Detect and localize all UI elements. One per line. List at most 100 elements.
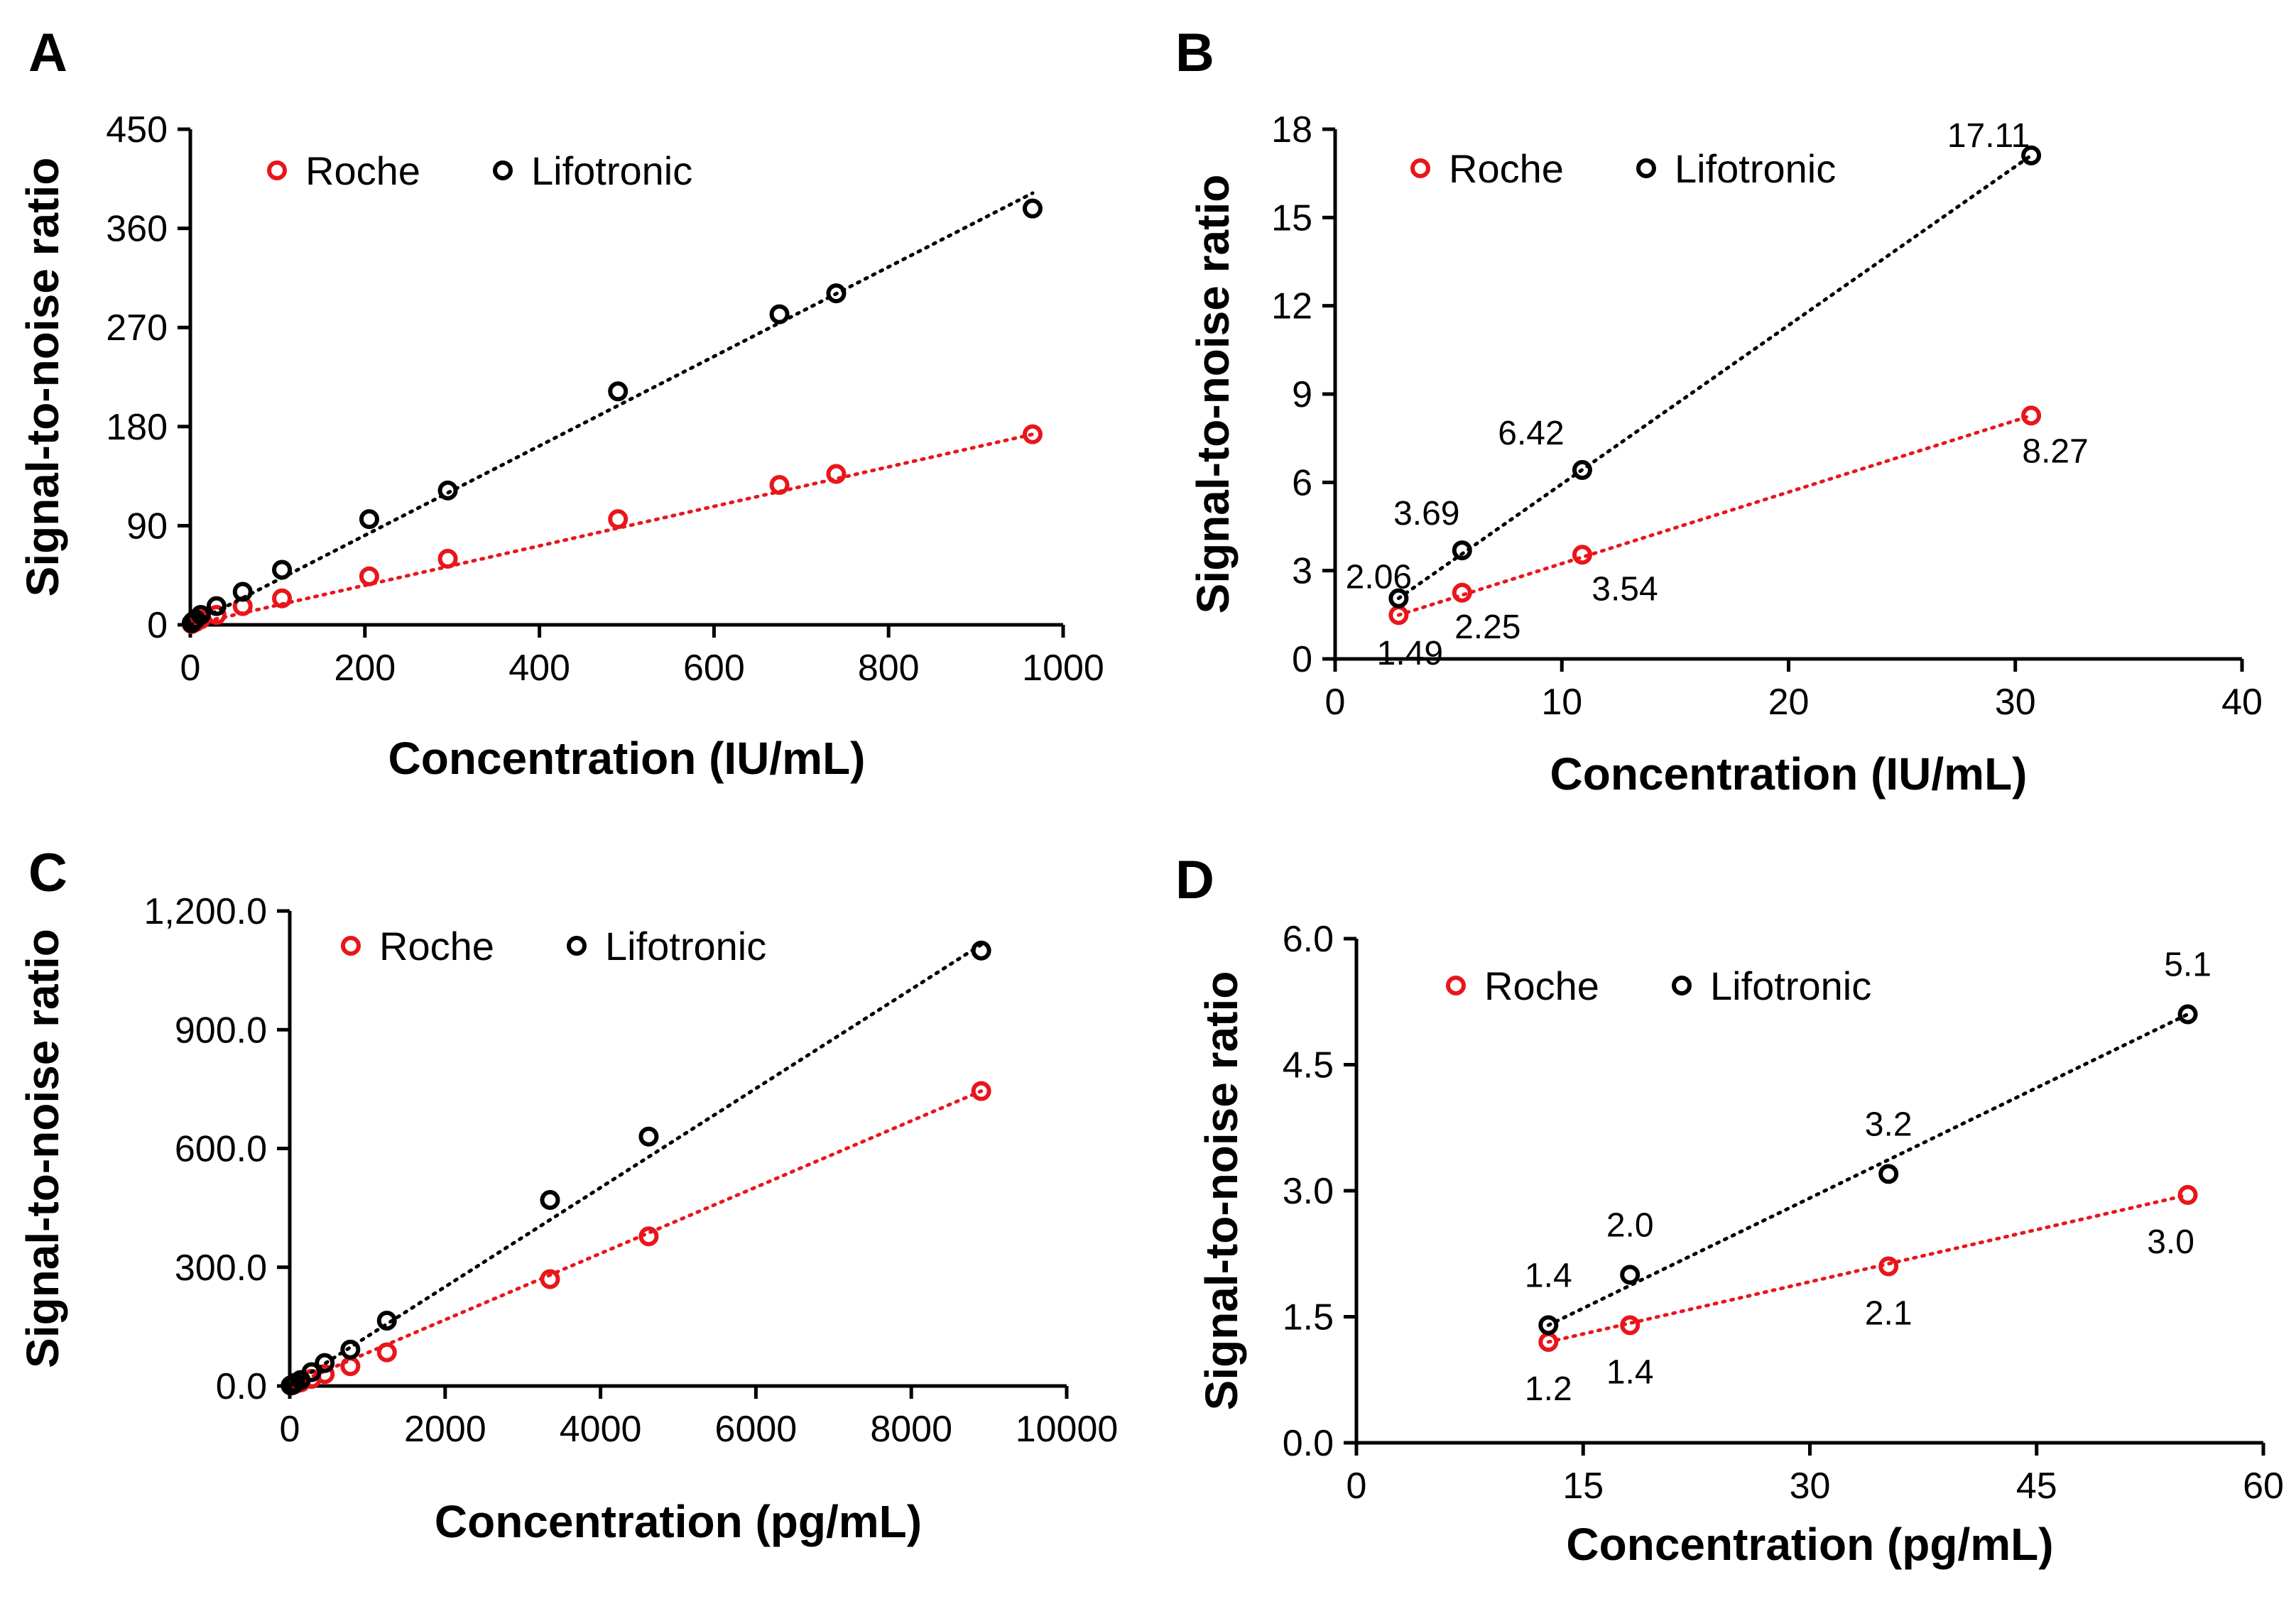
legend: Roche Lifotronic — [267, 148, 692, 193]
x-tick-label: 10 — [1541, 682, 1582, 723]
data-label-lifotronic: 2.0 — [1606, 1206, 1654, 1244]
x-axis-title: Concentration (pg/mL) — [1566, 1519, 2053, 1570]
data-label-lifotronic: 2.06 — [1346, 559, 1412, 596]
trend-line-lifotronic — [188, 191, 1035, 627]
chart-panel-A: A 0 200 400 600 800 1000 0 90 180 270 360 450 Concent… — [17, 23, 1104, 784]
data-point-lifotronic — [315, 1353, 335, 1373]
data-point-roche — [540, 1269, 560, 1289]
data-point-roche — [2177, 1184, 2198, 1205]
x-tick-label: 30 — [1790, 1466, 1831, 1507]
x-tick-label: 6000 — [715, 1409, 798, 1450]
data-point-lifotronic — [2177, 1004, 2198, 1025]
data-point-roche — [608, 509, 629, 530]
data-point-lifotronic — [340, 1339, 361, 1360]
y-tick-label: 0.0 — [216, 1366, 267, 1407]
y-tick-label: 180 — [106, 407, 168, 448]
legend-marker-roche — [267, 160, 287, 180]
data-point-roche — [1572, 545, 1592, 565]
panel-label-B: B — [1175, 23, 1214, 83]
data-label-lifotronic: 17.11 — [1947, 117, 2030, 155]
x-tick-label: 400 — [508, 648, 570, 689]
legend-label-lifotronic: Lifotronic — [1710, 964, 1871, 1008]
trend-line-lifotronic — [1546, 1013, 2190, 1327]
legend-marker-roche — [341, 936, 361, 956]
legend-marker-roche — [1446, 976, 1466, 995]
y-tick-label: 18 — [1271, 109, 1312, 151]
data-label-lifotronic: 3.69 — [1393, 495, 1459, 533]
x-tick-label: 60 — [2243, 1466, 2284, 1507]
x-tick-label: 0 — [280, 1409, 300, 1450]
data-point-lifotronic — [540, 1189, 560, 1210]
trend-line-roche — [1546, 1193, 2190, 1344]
y-tick-label: 9 — [1292, 374, 1312, 415]
data-point-lifotronic — [206, 596, 227, 616]
panel-label-C: C — [28, 843, 67, 903]
legend-marker-lifotronic — [1636, 158, 1656, 178]
data-point-lifotronic — [190, 605, 211, 626]
y-tick-label: 1.5 — [1283, 1297, 1334, 1338]
data-point-lifotronic — [301, 1362, 322, 1382]
y-tick-label: 0.0 — [1283, 1423, 1334, 1464]
chart-panel-D: D 0 15 30 45 60 0.0 1.5 3.0 4.5 6.0 Concentration (… — [1175, 850, 2284, 1570]
data-label-lifotronic: 3.2 — [1865, 1106, 1913, 1143]
data-point-lifotronic — [1878, 1164, 1899, 1184]
data-point-lifotronic — [232, 582, 253, 602]
y-axis-title: Signal-to-noise ratio — [1187, 175, 1239, 614]
chart-panel-B: B 0 10 20 30 40 0 3 6 9 12 15 18 Concentration (IU/mL… — [1175, 23, 2263, 800]
x-tick-label: 20 — [1768, 682, 1810, 723]
data-label-lifotronic: 1.4 — [1525, 1257, 1572, 1294]
y-tick-label: 450 — [106, 109, 168, 151]
y-tick-label: 3 — [1292, 551, 1312, 592]
legend-marker-lifotronic — [1672, 976, 1692, 995]
legend: Roche Lifotronic — [1446, 964, 1871, 1008]
legend-marker-roche — [1410, 158, 1430, 178]
y-tick-label: 360 — [106, 209, 168, 250]
data-label-roche: 8.27 — [2022, 432, 2088, 470]
data-point-roche — [376, 1342, 397, 1363]
data-point-lifotronic — [638, 1126, 659, 1147]
legend-label-lifotronic: Lifotronic — [605, 924, 766, 968]
data-point-roche — [437, 548, 458, 569]
y-tick-label: 600.0 — [175, 1129, 267, 1170]
legend-label-roche: Roche — [1484, 964, 1599, 1008]
y-tick-label: 6.0 — [1283, 919, 1334, 960]
data-point-lifotronic — [826, 283, 847, 304]
x-tick-label: 8000 — [870, 1409, 952, 1450]
x-tick-label: 30 — [1995, 682, 2036, 723]
data-point-lifotronic — [272, 560, 293, 580]
legend-label-roche: Roche — [1449, 146, 1564, 191]
y-tick-label: 6 — [1292, 462, 1312, 503]
trend-line-roche — [1396, 413, 2033, 617]
data-point-roche — [1022, 424, 1043, 444]
data-label-roche: 1.2 — [1525, 1370, 1572, 1408]
data-label-lifotronic: 5.1 — [2164, 946, 2211, 984]
legend-label-roche: Roche — [305, 148, 420, 193]
y-tick-label: 0 — [1292, 639, 1312, 680]
legend: Roche Lifotronic — [1410, 146, 1836, 191]
legend-marker-lifotronic — [493, 160, 513, 180]
data-point-lifotronic — [1572, 459, 1592, 480]
data-point-lifotronic — [2021, 145, 2042, 165]
data-point-roche — [826, 464, 847, 484]
data-label-roche: 2.1 — [1865, 1295, 1913, 1333]
x-tick-label: 0 — [180, 648, 201, 689]
data-point-lifotronic — [437, 480, 458, 501]
x-tick-label: 10000 — [1016, 1409, 1119, 1450]
trend-line-roche — [188, 432, 1035, 627]
data-point-lifotronic — [1538, 1315, 1559, 1336]
x-tick-label: 200 — [334, 648, 396, 689]
data-point-lifotronic — [769, 304, 790, 324]
x-tick-label: 600 — [683, 648, 745, 689]
data-point-roche — [340, 1356, 361, 1377]
data-point-lifotronic — [1620, 1265, 1641, 1285]
data-point-roche — [638, 1226, 659, 1247]
data-point-lifotronic — [1022, 198, 1043, 219]
x-axis-title: Concentration (IU/mL) — [388, 733, 866, 784]
legend-label-lifotronic: Lifotronic — [531, 148, 692, 193]
data-point-roche — [359, 566, 379, 586]
y-tick-label: 3.0 — [1283, 1171, 1334, 1212]
data-point-lifotronic — [1388, 588, 1409, 609]
chart-panel-C: C 0 2000 4000 6000 8000 10000 0.0 300.0 600.0 900.… — [17, 843, 1118, 1547]
x-tick-label: 2000 — [404, 1409, 486, 1450]
y-tick-label: 1,200.0 — [144, 891, 268, 932]
